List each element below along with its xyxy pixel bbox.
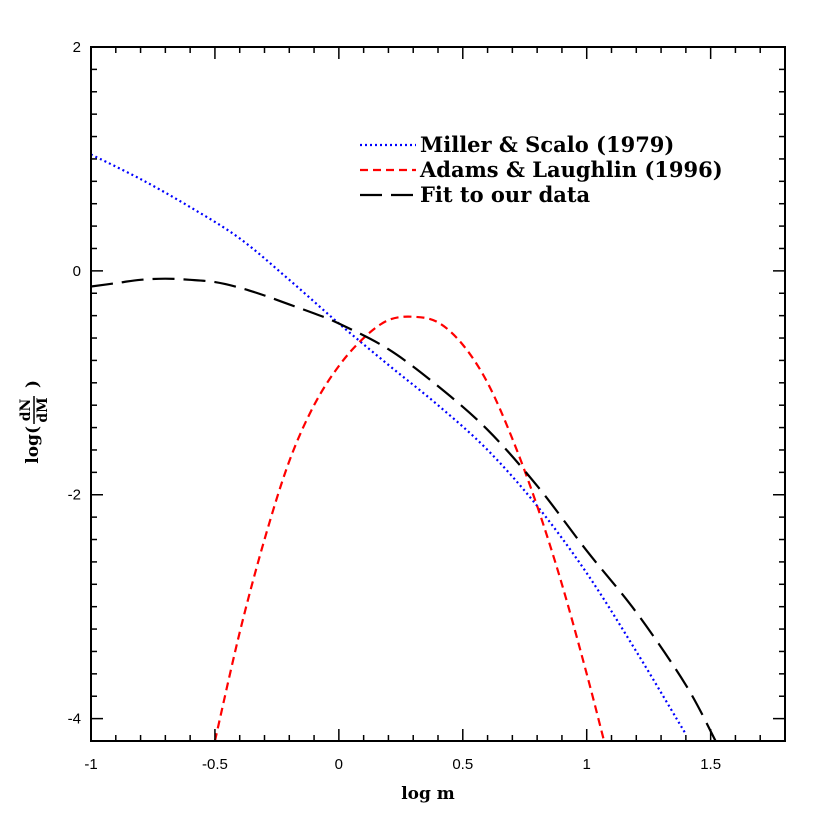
legend-label: Adams & Laughlin (1996) <box>419 157 723 182</box>
legend: Miller & Scalo (1979)Adams & Laughlin (1… <box>360 132 723 207</box>
series-line-3 <box>91 277 717 741</box>
x-tick-label: -1 <box>84 756 97 773</box>
y-axis-title-suffix: ) <box>23 380 43 388</box>
y-axis-title-numerator: dN <box>18 399 34 422</box>
y-tick-label: -4 <box>68 711 81 728</box>
y-tick-label: 2 <box>73 39 81 56</box>
y-tick-label: 0 <box>73 263 81 280</box>
x-axis-title: log m <box>401 784 455 804</box>
y-axis-title-prefix: log( <box>23 426 43 464</box>
axis-ticks: -1 -0.5 0 0.5 1 1.5 -4 -2 0 2 <box>68 39 786 773</box>
plot-lines <box>91 153 717 741</box>
legend-label: Fit to our data <box>420 182 591 207</box>
legend-label: Miller & Scalo (1979) <box>420 132 674 157</box>
x-tick-label: -0.5 <box>202 756 228 773</box>
y-tick-label: -2 <box>68 487 81 504</box>
x-tick-label: 1 <box>583 756 591 773</box>
series-line-1 <box>91 153 687 735</box>
series-line-2 <box>213 315 606 741</box>
x-tick-label: 0.5 <box>452 756 473 773</box>
x-tick-label: 1.5 <box>700 756 721 773</box>
y-axis-title: log( dN dM) <box>18 380 51 464</box>
y-axis-title-denominator: dM <box>35 397 51 422</box>
x-tick-label: 0 <box>335 756 343 773</box>
